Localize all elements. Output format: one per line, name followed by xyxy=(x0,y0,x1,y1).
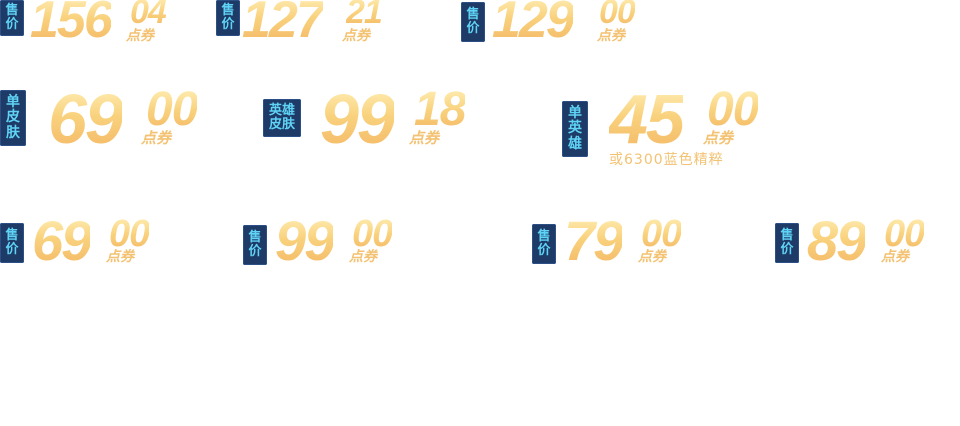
price-unit: 点券 xyxy=(106,249,134,265)
alt-currency-note: 或6300蓝色精粹 xyxy=(609,152,724,168)
tag-line: 价 xyxy=(5,17,19,32)
price-unit: 点券 xyxy=(126,28,154,44)
price-unit: 点券 xyxy=(342,28,370,44)
price-decimal: 00 xyxy=(599,0,636,29)
price-decimal: 00 xyxy=(146,83,198,136)
price-integer: 69 xyxy=(48,80,124,158)
tag-line: 皮肤 xyxy=(268,117,295,132)
tag-line: 价 xyxy=(5,242,19,257)
tag-line: 售 xyxy=(780,227,794,243)
price-tag-badge: 售 价 xyxy=(243,225,267,265)
tag-line: 单 xyxy=(568,104,582,121)
price-integer: 127 xyxy=(242,0,325,46)
price-tag-badge: 售 价 xyxy=(775,223,799,263)
price-unit: 点券 xyxy=(638,249,666,265)
tag-line: 皮 xyxy=(6,109,20,126)
tag-line: 雄 xyxy=(568,135,582,152)
price-unit: 点券 xyxy=(141,129,172,147)
price-unit: 点券 xyxy=(703,129,734,147)
price-unit: 点券 xyxy=(349,249,377,265)
price-integer: 69 xyxy=(32,209,92,272)
price-integer: 99 xyxy=(275,209,335,272)
price-tag-badge: 单 皮 肤 xyxy=(0,90,26,146)
tag-line: 英雄 xyxy=(268,102,295,118)
tag-line: 英 xyxy=(568,120,582,137)
price-decimal: 00 xyxy=(352,213,393,255)
tag-line: 售 xyxy=(5,227,19,243)
tag-line: 售 xyxy=(537,228,551,244)
price-decimal: 00 xyxy=(109,213,150,255)
tag-line: 售 xyxy=(221,2,235,18)
tag-line: 价 xyxy=(537,243,551,258)
price-integer: 45 xyxy=(609,80,685,158)
price-integer: 156 xyxy=(30,0,113,46)
price-tag-badge: 售 价 xyxy=(532,224,556,264)
price-integer: 129 xyxy=(492,0,575,46)
price-decimal: 00 xyxy=(641,213,682,255)
price-tag-badge: 英雄 皮肤 xyxy=(263,99,301,137)
price-tag-badge: 售 价 xyxy=(0,0,24,36)
price-decimal: 04 xyxy=(130,0,167,29)
tag-line: 价 xyxy=(466,21,480,36)
tag-line: 价 xyxy=(221,17,235,32)
tag-line: 单 xyxy=(6,93,20,110)
price-decimal: 00 xyxy=(884,213,925,255)
price-decimal: 18 xyxy=(414,83,466,136)
price-tag-badge: 单 英 雄 xyxy=(562,101,588,157)
tag-line: 价 xyxy=(780,242,794,257)
tag-line: 肤 xyxy=(6,124,20,141)
tag-line: 售 xyxy=(248,229,262,245)
price-unit: 点券 xyxy=(597,28,625,44)
price-tag-badge: 售 价 xyxy=(0,223,24,263)
price-tag-badge: 售 价 xyxy=(216,0,240,36)
price-unit: 点券 xyxy=(881,249,909,265)
tag-line: 售 xyxy=(5,2,19,18)
price-unit: 点券 xyxy=(409,129,440,147)
tag-line: 售 xyxy=(466,6,480,22)
tag-line: 价 xyxy=(248,244,262,259)
price-decimal: 21 xyxy=(346,0,383,29)
price-tag-badge: 售 价 xyxy=(461,2,485,42)
price-integer: 99 xyxy=(320,80,396,158)
price-integer: 89 xyxy=(807,209,867,272)
price-decimal: 00 xyxy=(707,83,759,136)
price-integer: 79 xyxy=(564,209,624,272)
